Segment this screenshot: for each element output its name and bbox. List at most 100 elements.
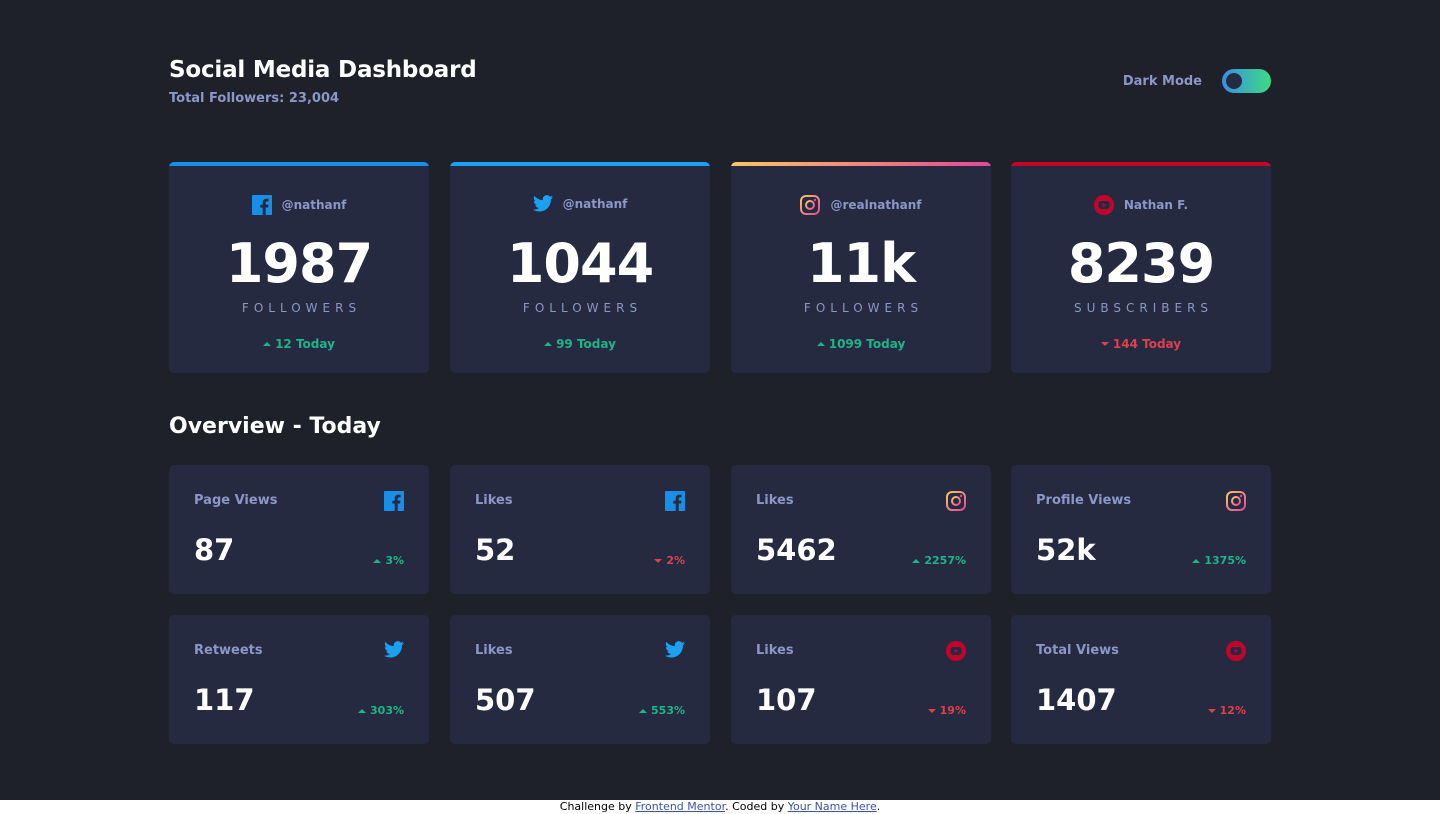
percent-text: 19% [939, 704, 966, 717]
overview-change: 2257% [912, 554, 966, 567]
today-change: 99 Today [450, 337, 710, 351]
toggle-knob [1226, 73, 1242, 89]
percent-text: 3% [385, 554, 404, 567]
dark-mode-control: Dark Mode [1123, 69, 1271, 93]
arrow-down-icon [654, 558, 663, 563]
overview-title: Overview - Today [169, 414, 381, 439]
overview-value: 107 [756, 683, 817, 717]
arrow-up-icon [912, 558, 921, 563]
dark-mode-toggle[interactable] [1222, 69, 1271, 93]
overview-card[interactable]: Profile Views 52k 1375% [1011, 465, 1271, 594]
card-top-bar [169, 162, 429, 166]
follower-cards: @nathanf 1987 FOLLOWERS 12 Today @nathan… [169, 162, 1271, 373]
page-title: Social Media Dashboard [169, 57, 477, 83]
overview-value: 5462 [756, 533, 837, 567]
overview-value: 52 [475, 533, 516, 567]
card-instagram[interactable]: @realnathanf 11k FOLLOWERS 1099 Today [731, 162, 991, 373]
today-change: 1099 Today [731, 337, 991, 351]
arrow-up-icon [1192, 558, 1201, 563]
overview-change: 553% [639, 704, 685, 717]
overview-value: 1407 [1036, 683, 1117, 717]
card-top-bar [731, 162, 991, 166]
card-twitter[interactable]: @nathanf 1044 FOLLOWERS 99 Today [450, 162, 710, 373]
subscriber-unit: SUBSCRIBERS [1073, 301, 1214, 315]
overview-value: 117 [194, 683, 255, 717]
dark-mode-label: Dark Mode [1122, 73, 1202, 89]
arrow-down-icon [1100, 342, 1109, 346]
overview-card[interactable]: Likes 107 19% [731, 615, 991, 744]
twitter-icon [384, 641, 404, 662]
percent-text: 553% [651, 704, 685, 717]
handle-text: @realnathanf [830, 198, 922, 212]
facebook-icon [384, 491, 404, 515]
follower-unit: FOLLOWERS [803, 301, 924, 315]
today-change: 144 Today [1011, 337, 1271, 351]
arrow-down-icon [927, 708, 936, 713]
card-top-bar [450, 162, 710, 166]
twitter-icon [665, 641, 685, 662]
facebook-icon [251, 195, 272, 215]
overview-label: Likes [475, 643, 513, 658]
twitter-icon [532, 195, 553, 212]
handle-text: @nathanf [562, 196, 628, 211]
card-handle: @nathanf [169, 195, 429, 215]
handle-text: Nathan F. [1123, 198, 1189, 212]
overview-label: Page Views [194, 493, 278, 508]
overview-value: 87 [194, 533, 235, 567]
overview-card[interactable]: Retweets 117 303% [169, 615, 429, 744]
percent-text: 2257% [924, 554, 966, 567]
attribution-middle: . Coded by [725, 800, 785, 813]
overview-label: Total Views [1036, 643, 1119, 658]
follower-unit: FOLLOWERS [522, 301, 643, 315]
overview-card[interactable]: Page Views 87 3% [169, 465, 429, 594]
instagram-icon [946, 491, 966, 515]
arrow-up-icon [358, 708, 367, 713]
attribution: Challenge by Frontend Mentor. Coded by Y… [0, 800, 1440, 814]
percent-text: 1375% [1204, 554, 1246, 567]
overview-card[interactable]: Likes 507 553% [450, 615, 710, 744]
overview-label: Retweets [194, 643, 263, 658]
youtube-icon [1226, 641, 1246, 665]
overview-value: 52k [1036, 533, 1096, 567]
card-top-bar [1011, 162, 1271, 166]
overview-change: 2% [654, 554, 685, 567]
header: Social Media Dashboard Total Followers: … [169, 55, 1271, 115]
youtube-icon [1093, 195, 1114, 215]
arrow-up-icon [816, 342, 825, 346]
follower-count: 1044 [506, 232, 654, 295]
overview-change: 1375% [1192, 554, 1246, 567]
overview-label: Likes [756, 493, 794, 508]
overview-card[interactable]: Likes 52 2% [450, 465, 710, 594]
instagram-icon [800, 195, 821, 215]
frontend-mentor-link[interactable]: Frontend Mentor [635, 800, 726, 813]
overview-change: 12% [1207, 704, 1246, 717]
overview-change: 3% [373, 554, 404, 567]
today-change: 12 Today [169, 337, 429, 351]
follower-count: 11k [806, 232, 916, 295]
youtube-icon [946, 641, 966, 665]
card-facebook[interactable]: @nathanf 1987 FOLLOWERS 12 Today [169, 162, 429, 373]
overview-label: Likes [756, 643, 794, 658]
follower-unit: FOLLOWERS [241, 301, 362, 315]
attribution-prefix: Challenge by [559, 800, 632, 813]
card-handle: @nathanf [450, 195, 710, 212]
today-text: 99 Today [556, 337, 616, 351]
overview-value: 507 [475, 683, 536, 717]
overview-card[interactable]: Likes 5462 2257% [731, 465, 991, 594]
subscriber-count: 8239 [1067, 232, 1215, 295]
arrow-up-icon [373, 558, 382, 563]
attribution-suffix: . [876, 800, 881, 813]
arrow-up-icon [639, 708, 648, 713]
card-handle: Nathan F. [1011, 195, 1271, 215]
percent-text: 303% [370, 704, 404, 717]
arrow-down-icon [1207, 708, 1216, 713]
overview-label: Profile Views [1036, 493, 1132, 508]
facebook-icon [665, 491, 685, 515]
instagram-icon [1226, 491, 1246, 515]
card-youtube[interactable]: Nathan F. 8239 SUBSCRIBERS 144 Today [1011, 162, 1271, 373]
today-text: 1099 Today [828, 337, 906, 351]
overview-card[interactable]: Total Views 1407 12% [1011, 615, 1271, 744]
today-text: 144 Today [1112, 337, 1182, 351]
author-link[interactable]: Your Name Here [787, 800, 877, 813]
today-text: 12 Today [275, 337, 335, 351]
